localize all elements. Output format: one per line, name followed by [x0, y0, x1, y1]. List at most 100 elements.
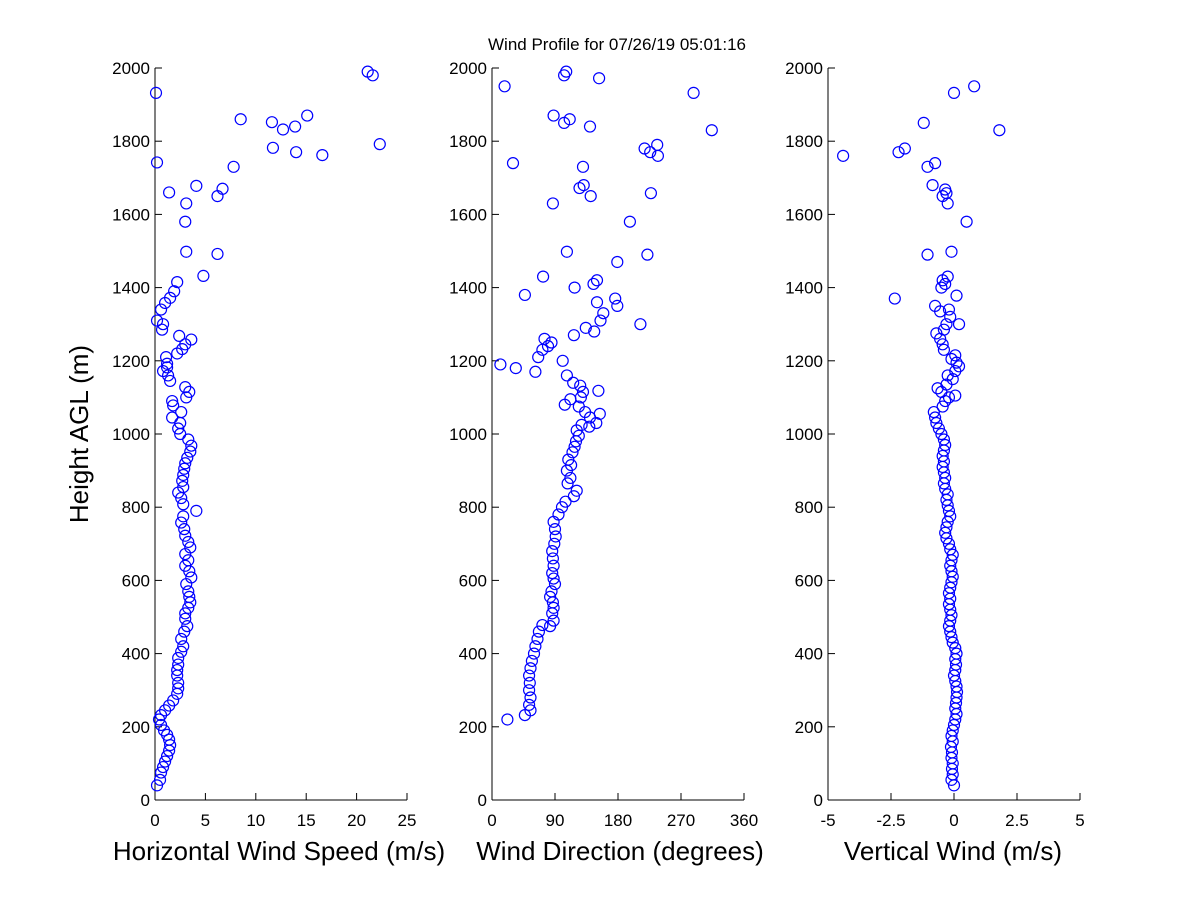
- data-point: [944, 310, 957, 323]
- y-tick-label: 400: [459, 645, 487, 664]
- data-point: [163, 186, 176, 199]
- y-tick-label: 1600: [785, 205, 823, 224]
- y-tick-label: 200: [795, 718, 823, 737]
- data-point: [181, 451, 194, 464]
- data-point: [276, 123, 290, 136]
- data-point: [960, 215, 973, 228]
- data-point: [301, 109, 314, 122]
- data-point: [945, 352, 958, 366]
- data-point: [576, 385, 590, 399]
- data-point: [942, 537, 956, 550]
- data-point: [944, 543, 957, 556]
- x-tick-label: -5: [820, 811, 835, 830]
- data-point: [159, 351, 173, 364]
- data-point: [529, 640, 542, 653]
- data-point: [178, 523, 191, 536]
- data-point: [172, 682, 185, 695]
- data-point: [590, 296, 604, 309]
- data-point: [587, 277, 600, 291]
- data-point: [158, 755, 172, 768]
- data-point: [945, 245, 958, 258]
- x-tick-label: 180: [604, 811, 632, 830]
- data-point: [177, 498, 190, 511]
- data-point: [594, 314, 607, 327]
- data-point: [501, 713, 514, 726]
- data-point: [566, 446, 579, 459]
- data-point: [579, 321, 592, 334]
- data-point: [572, 429, 585, 442]
- data-point: [522, 698, 536, 711]
- data-point: [561, 477, 574, 490]
- data-point: [560, 245, 574, 258]
- data-point: [993, 124, 1006, 137]
- x-tick-label: 2.5: [1005, 811, 1029, 830]
- y-tick-label: 2000: [112, 59, 150, 78]
- plot-area-wind-direction: [492, 68, 744, 800]
- data-point: [156, 760, 170, 774]
- data-point: [552, 508, 565, 521]
- data-point: [179, 612, 192, 625]
- data-point: [545, 336, 558, 349]
- data-point: [156, 364, 170, 378]
- data-point: [177, 640, 190, 653]
- data-point: [182, 535, 195, 549]
- data-point: [524, 662, 537, 675]
- x-tick-label: 25: [398, 811, 417, 830]
- data-point: [180, 245, 193, 258]
- data-point: [597, 307, 610, 320]
- data-point: [153, 773, 167, 786]
- data-point: [494, 358, 507, 371]
- data-point: [939, 438, 952, 452]
- data-point: [366, 69, 379, 82]
- y-tick-label: 1800: [449, 132, 487, 151]
- data-point: [156, 318, 170, 331]
- data-point: [949, 389, 962, 402]
- data-point: [937, 343, 951, 356]
- data-point: [921, 248, 934, 261]
- data-point: [547, 601, 560, 614]
- data-point: [557, 116, 571, 130]
- data-point: [928, 157, 942, 170]
- data-point: [949, 349, 962, 362]
- y-tick-label: 2000: [449, 59, 487, 78]
- data-point: [185, 333, 198, 346]
- data-point: [373, 138, 386, 151]
- data-point: [182, 585, 195, 598]
- data-point: [611, 255, 624, 269]
- data-point: [185, 571, 198, 584]
- data-point: [952, 318, 966, 331]
- data-point: [940, 318, 953, 331]
- plot-area-horizontal-wind-speed: [155, 68, 407, 800]
- data-point: [149, 86, 163, 99]
- x-axis-label-horizontal-wind-speed: Horizontal Wind Speed (m/s): [113, 836, 445, 866]
- data-point: [546, 552, 560, 565]
- data-point: [941, 369, 954, 382]
- ticks-horizontal-wind-speed: 0 200 400 600 800 1000 1200 1400 1600 1800 2000 0 5 1…: [112, 59, 416, 830]
- data-point: [166, 411, 179, 424]
- data-point: [837, 149, 850, 162]
- data-point: [588, 325, 601, 338]
- ticks-wind-direction: 0 200 400 600 800 1000 1200 1400 1600 1800 2000 0 90…: [449, 59, 758, 830]
- data-point: [592, 72, 606, 85]
- data-point: [546, 197, 560, 210]
- data-point: [584, 190, 597, 203]
- wind-direction-plot: 0 200 400 600 800 1000 1200 1400 1600 1800 2000 0 90…: [449, 59, 764, 866]
- data-point: [150, 156, 164, 169]
- data-point: [950, 289, 963, 302]
- y-tick-label: 800: [122, 498, 150, 517]
- data-point: [548, 523, 562, 536]
- y-tick-label: 0: [478, 791, 487, 810]
- data-point: [185, 439, 198, 452]
- data-point: [525, 654, 539, 668]
- points-wind-direction: [494, 65, 718, 726]
- vertical-wind-plot: 0 200 400 600 800 1000 1200 1400 1600 1800 2000 -5 -…: [785, 59, 1085, 866]
- data-point: [936, 190, 949, 203]
- data-point: [150, 314, 164, 327]
- x-tick-label: 5: [201, 811, 210, 830]
- data-point: [177, 480, 190, 494]
- data-point: [936, 400, 949, 413]
- data-point: [518, 288, 532, 302]
- x-tick-label: 5: [1075, 811, 1084, 830]
- data-point: [166, 394, 179, 408]
- data-point: [611, 299, 624, 312]
